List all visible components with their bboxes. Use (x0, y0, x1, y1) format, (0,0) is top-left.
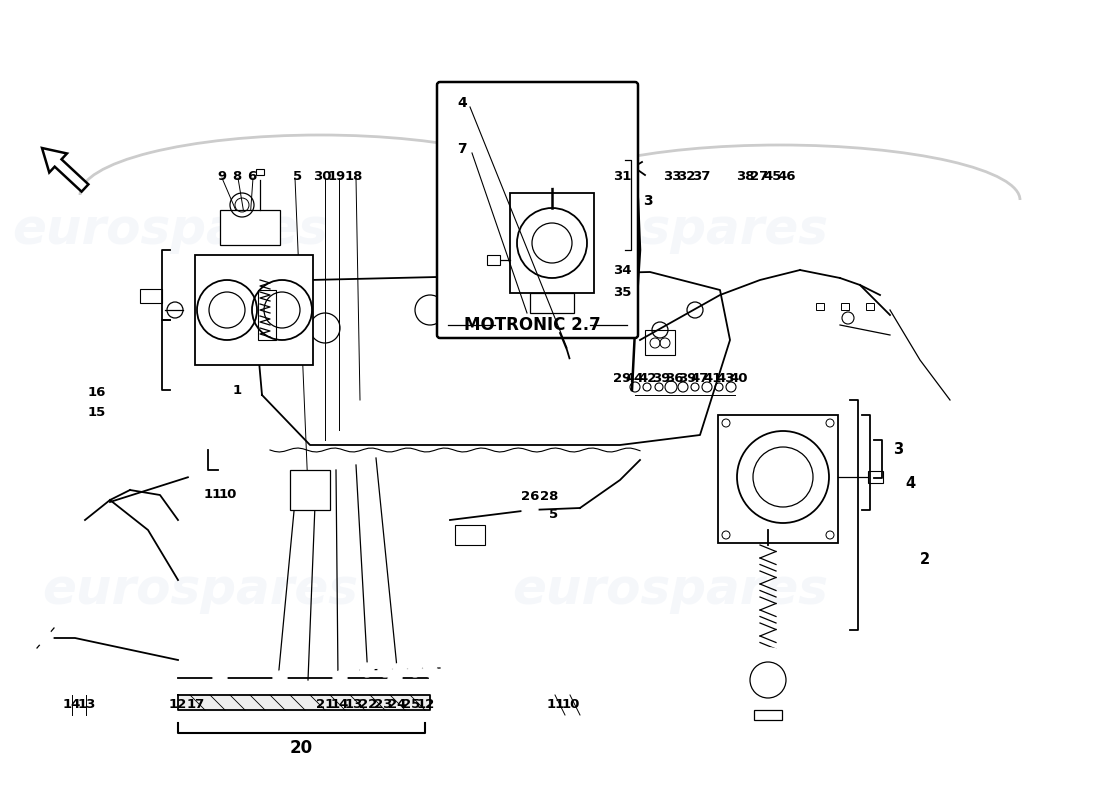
Text: 11: 11 (204, 487, 222, 501)
Bar (290, 470, 330, 510)
Text: 45: 45 (763, 170, 782, 183)
Circle shape (37, 630, 53, 646)
Text: 32: 32 (676, 170, 695, 183)
Text: 35: 35 (613, 286, 631, 298)
Bar (140, 289, 162, 303)
Bar (718, 415, 838, 543)
Circle shape (736, 648, 800, 712)
Text: 39: 39 (652, 372, 670, 385)
Polygon shape (42, 148, 88, 192)
Text: 6: 6 (248, 170, 256, 183)
Circle shape (189, 469, 201, 481)
Circle shape (565, 359, 583, 377)
Circle shape (388, 671, 401, 685)
Bar (866, 303, 874, 310)
Text: 47: 47 (691, 372, 710, 385)
Bar (256, 169, 264, 175)
Text: 29: 29 (613, 372, 631, 385)
Text: 8: 8 (232, 170, 242, 183)
Text: 17: 17 (187, 698, 205, 711)
Circle shape (273, 671, 287, 685)
Text: 31: 31 (613, 170, 631, 183)
Circle shape (298, 478, 322, 502)
Text: 11: 11 (547, 698, 565, 711)
Circle shape (408, 663, 422, 677)
Text: 18: 18 (344, 170, 363, 183)
Text: 15: 15 (88, 406, 106, 418)
Circle shape (424, 663, 437, 677)
Bar (816, 303, 824, 310)
Text: 43: 43 (717, 372, 735, 385)
Text: 22: 22 (359, 698, 377, 711)
Bar (455, 525, 485, 545)
Circle shape (393, 663, 407, 677)
Text: 33: 33 (662, 170, 681, 183)
Circle shape (360, 663, 374, 677)
Text: MOTRONIC 2.7: MOTRONIC 2.7 (463, 316, 601, 334)
Text: 2: 2 (920, 553, 931, 567)
Text: 4: 4 (905, 475, 915, 490)
Text: 25: 25 (402, 698, 420, 711)
Bar (220, 210, 280, 245)
Bar (258, 290, 276, 340)
Text: 28: 28 (540, 490, 558, 502)
Text: 4: 4 (458, 96, 466, 110)
Text: 19: 19 (328, 170, 346, 183)
Text: 39: 39 (678, 372, 696, 385)
Bar (754, 710, 782, 720)
Bar (530, 293, 574, 313)
Bar (645, 330, 675, 355)
Text: 40: 40 (729, 372, 748, 385)
FancyBboxPatch shape (437, 82, 638, 338)
Text: eurospares: eurospares (42, 566, 358, 614)
Text: 10: 10 (219, 487, 238, 501)
Text: 42: 42 (639, 372, 657, 385)
Text: 36: 36 (664, 372, 683, 385)
Text: 27: 27 (750, 170, 768, 183)
Text: 30: 30 (312, 170, 331, 183)
Text: 24: 24 (388, 698, 406, 711)
Bar (868, 471, 883, 483)
Circle shape (522, 502, 538, 518)
Text: 12: 12 (417, 698, 436, 711)
Bar (510, 193, 594, 293)
Text: 16: 16 (88, 386, 107, 398)
Text: 46: 46 (778, 170, 796, 183)
Circle shape (544, 171, 560, 187)
Text: 13: 13 (78, 698, 96, 711)
Text: eurospares: eurospares (512, 206, 828, 254)
Text: 7: 7 (458, 142, 466, 156)
Bar (195, 255, 314, 365)
Text: 21: 21 (316, 698, 334, 711)
Text: 41: 41 (704, 372, 723, 385)
Polygon shape (178, 695, 430, 710)
Text: 10: 10 (562, 698, 580, 711)
Circle shape (213, 671, 227, 685)
Text: 3: 3 (893, 442, 903, 458)
Text: eurospares: eurospares (512, 566, 828, 614)
Text: 34: 34 (613, 263, 631, 277)
Text: eurospares: eurospares (12, 206, 328, 254)
Circle shape (333, 671, 346, 685)
Text: 23: 23 (374, 698, 393, 711)
Bar (487, 255, 500, 265)
Text: 20: 20 (289, 739, 312, 757)
Text: 5: 5 (294, 170, 302, 183)
Text: 9: 9 (218, 170, 227, 183)
Text: 14: 14 (63, 698, 81, 711)
Polygon shape (258, 272, 730, 445)
Text: 1: 1 (232, 383, 242, 397)
Text: 5: 5 (549, 507, 559, 521)
Text: 3: 3 (644, 194, 652, 208)
Text: 37: 37 (692, 170, 711, 183)
Text: 38: 38 (736, 170, 755, 183)
Text: 14: 14 (331, 698, 349, 711)
Text: 12: 12 (169, 698, 187, 711)
Bar (842, 303, 849, 310)
Text: 13: 13 (344, 698, 363, 711)
Text: 26: 26 (520, 490, 539, 502)
Circle shape (378, 663, 392, 677)
Text: 44: 44 (626, 372, 645, 385)
